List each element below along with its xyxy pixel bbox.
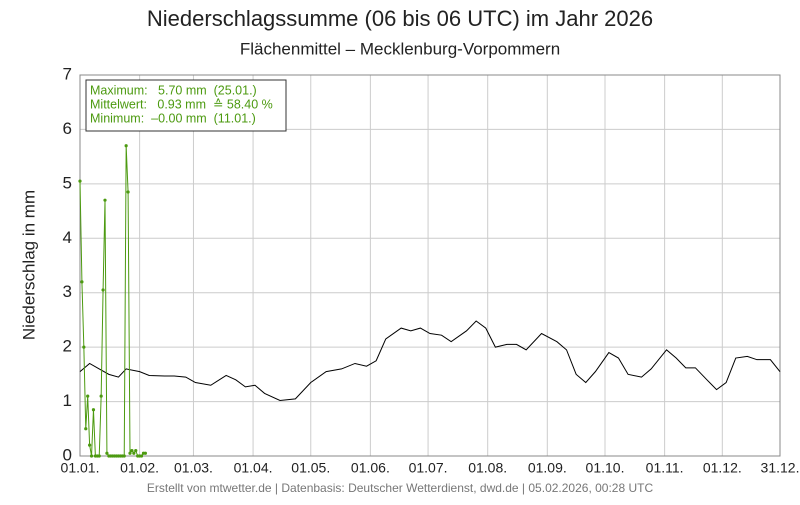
x-tick-label: 01.04. xyxy=(234,460,273,476)
y-tick-label: 0 xyxy=(63,445,72,464)
data-point xyxy=(132,451,136,455)
data-point xyxy=(126,190,130,194)
x-tick-label: 01.11. xyxy=(646,460,684,476)
y-axis-label: Niederschlag in mm xyxy=(19,190,38,340)
x-tick-label: 01.07. xyxy=(409,460,448,476)
y-tick-label: 5 xyxy=(63,173,72,192)
data-point xyxy=(89,454,94,458)
data-point xyxy=(105,451,109,455)
annotation: Maximum: 5.70 mm (25.01.) xyxy=(90,83,257,97)
y-tick-label: 2 xyxy=(63,337,72,356)
chart-subtitle: Flächenmittel – Mecklenburg-Vorpommern xyxy=(240,39,560,58)
y-tick-label: 4 xyxy=(63,228,72,247)
footer: Erstellt von mtwetter.de | Datenbasis: D… xyxy=(147,481,654,495)
y-tick-label: 3 xyxy=(63,282,72,301)
data-point xyxy=(103,198,107,202)
data-point xyxy=(82,345,86,349)
data-point xyxy=(124,144,128,148)
x-tick-label: 01.08. xyxy=(468,460,507,476)
x-tick-label: 01.02. xyxy=(120,460,159,476)
data-point xyxy=(99,394,103,398)
chart-title: Niederschlagssumme (06 bis 06 UTC) im Ja… xyxy=(147,6,653,31)
x-tick-label: 01.03. xyxy=(174,460,213,476)
plot-frame xyxy=(79,74,781,457)
x-tick-label: 01.12. xyxy=(703,460,742,476)
y-tick-label: 6 xyxy=(63,119,72,138)
data-point xyxy=(122,454,126,458)
y-tick-label: 7 xyxy=(63,64,72,83)
x-tick-label: 01.09. xyxy=(528,460,567,476)
data-point xyxy=(101,288,105,292)
data-point xyxy=(80,280,84,284)
data-point xyxy=(88,443,92,447)
data-line xyxy=(79,320,781,401)
data-point xyxy=(130,448,134,453)
data-point xyxy=(78,179,82,183)
annotation-frame xyxy=(85,79,287,132)
data-point xyxy=(134,448,138,453)
data-point xyxy=(143,451,147,455)
data-point xyxy=(86,394,90,398)
data-point xyxy=(91,408,96,412)
annotation: Minimum: –0.00 mm (11.01.) xyxy=(90,111,256,125)
x-tick-label: 01.05. xyxy=(291,460,330,476)
annotation: Mittelwert: 0.93 mm ≙ 58.40 % xyxy=(90,97,273,111)
x-tick-label: 01.10. xyxy=(586,460,625,476)
x-tick-label: 01.01. xyxy=(61,460,100,476)
data-point xyxy=(128,451,132,455)
y-tick-label: 1 xyxy=(63,391,72,410)
x-tick-label: 31.12. xyxy=(761,460,800,476)
data-point xyxy=(97,454,101,458)
annotation-box: Maximum: 5.70 mm (25.01.)Mittelwert: 0.9… xyxy=(85,79,287,132)
data-point xyxy=(139,454,144,458)
x-tick-label: 01.06. xyxy=(351,460,390,476)
data-point xyxy=(84,427,88,431)
